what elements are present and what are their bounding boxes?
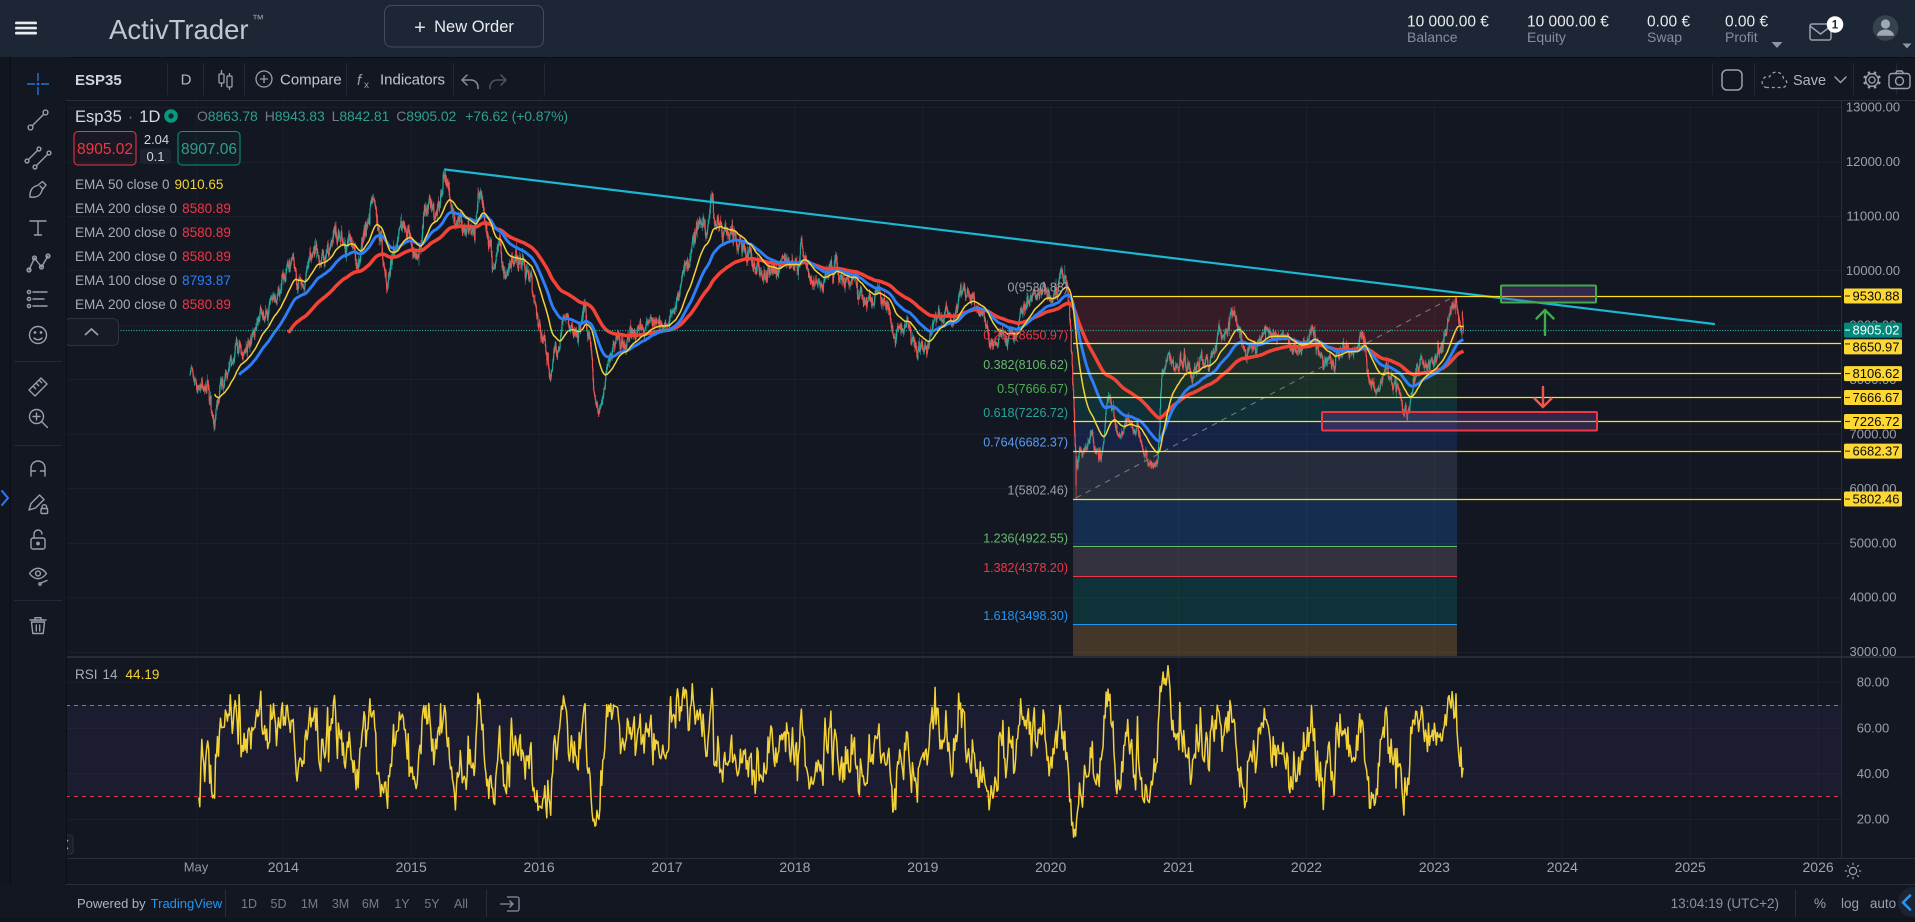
svg-text:2023: 2023 [1419,859,1450,875]
svg-text:2024: 2024 [1547,859,1578,875]
svg-text:7226.72: 7226.72 [1853,414,1900,429]
svg-text:™: ™ [252,12,264,26]
svg-text:Balance: Balance [1407,29,1458,45]
svg-text:80.00: 80.00 [1857,675,1890,690]
svg-text:1.382(4378.20): 1.382(4378.20) [983,561,1068,575]
svg-text:0.382(8106.62): 0.382(8106.62) [983,358,1068,372]
svg-text:0.00 €: 0.00 € [1647,14,1690,31]
svg-text:ActivTrader: ActivTrader [109,14,249,45]
svg-text:7666.67: 7666.67 [1853,390,1900,405]
svg-text:20.00: 20.00 [1857,812,1890,827]
svg-text:May: May [184,860,209,875]
svg-text:Esp35·1D: Esp35 · 1D [75,108,160,126]
svg-text:8650.97: 8650.97 [1853,339,1900,354]
svg-text:12000.00: 12000.00 [1846,154,1900,169]
svg-text:0.1: 0.1 [146,149,164,164]
svg-text:2.04: 2.04 [144,132,169,147]
svg-text:5000.00: 5000.00 [1850,535,1897,550]
svg-text:1.618(3498.30): 1.618(3498.30) [983,609,1068,623]
svg-text:2019: 2019 [907,859,938,875]
svg-text:2017: 2017 [651,859,682,875]
svg-text:1D: 1D [241,897,257,911]
svg-text:1Y: 1Y [394,897,410,911]
svg-text:2021: 2021 [1163,859,1194,875]
svg-text:ESP35: ESP35 [75,72,122,89]
svg-text:D: D [181,72,192,89]
svg-text:2014: 2014 [268,859,299,875]
svg-text:5D: 5D [271,897,287,911]
svg-text:0(9530.88): 0(9530.88) [1008,281,1068,295]
svg-text:10000.00: 10000.00 [1846,263,1900,278]
svg-text:2016: 2016 [524,859,555,875]
svg-text:10 000.00 €: 10 000.00 € [1407,14,1489,31]
svg-text:8905.02: 8905.02 [1853,323,1900,338]
svg-text:Save: Save [1793,73,1826,89]
svg-text:3M: 3M [332,897,349,911]
svg-text:0.5(7666.67): 0.5(7666.67) [997,382,1068,396]
svg-text:All: All [454,897,468,911]
svg-text:New Order: New Order [434,18,514,36]
svg-text:f: f [357,72,363,89]
svg-text:13:04:19 (UTC+2): 13:04:19 (UTC+2) [1671,896,1779,911]
svg-text:2020: 2020 [1035,859,1066,875]
svg-text:8106.62: 8106.62 [1853,366,1900,381]
svg-text:0.00 €: 0.00 € [1725,14,1768,31]
svg-text:60.00: 60.00 [1857,720,1890,735]
svg-text:0.764(6682.37): 0.764(6682.37) [983,436,1068,450]
svg-text:Equity: Equity [1527,29,1566,45]
svg-text:40.00: 40.00 [1857,766,1890,781]
svg-text:2015: 2015 [396,859,427,875]
svg-text:0.618(7226.72): 0.618(7226.72) [983,406,1068,420]
svg-text:Indicators: Indicators [380,72,445,89]
svg-text:2022: 2022 [1291,859,1322,875]
svg-text:2025: 2025 [1675,859,1706,875]
svg-text:log: log [1841,896,1859,911]
svg-text:1.236(4922.55): 1.236(4922.55) [983,531,1068,545]
svg-text:11000.00: 11000.00 [1846,208,1899,223]
svg-text:8907.06: 8907.06 [181,141,237,158]
svg-text:Compare: Compare [280,72,342,89]
svg-text:7000.00: 7000.00 [1850,426,1897,441]
svg-text:6682.37: 6682.37 [1853,444,1900,459]
svg-text:1(5802.46): 1(5802.46) [1008,484,1068,498]
svg-text:auto: auto [1870,896,1896,911]
svg-text:%: % [1814,896,1826,911]
svg-text:+: + [414,17,426,39]
svg-text:5Y: 5Y [424,897,440,911]
svg-text:4000.00: 4000.00 [1850,590,1897,605]
svg-text:Profit: Profit [1725,29,1758,45]
svg-text:3000.00: 3000.00 [1850,644,1897,659]
svg-text:x: x [364,80,369,91]
svg-text:13000.00: 13000.00 [1846,100,1900,115]
svg-text:5802.46: 5802.46 [1853,492,1900,507]
svg-text:0.236(8650.97): 0.236(8650.97) [983,328,1068,342]
svg-text:1M: 1M [301,897,318,911]
svg-text:9530.88: 9530.88 [1853,289,1900,304]
svg-text:10 000.00 €: 10 000.00 € [1527,14,1609,31]
svg-text:Swap: Swap [1647,29,1682,45]
svg-text:2026: 2026 [1803,859,1834,875]
svg-text:6M: 6M [362,897,379,911]
svg-text:8905.02: 8905.02 [77,141,133,158]
svg-text:2018: 2018 [779,859,810,875]
svg-text:1: 1 [1832,20,1839,32]
